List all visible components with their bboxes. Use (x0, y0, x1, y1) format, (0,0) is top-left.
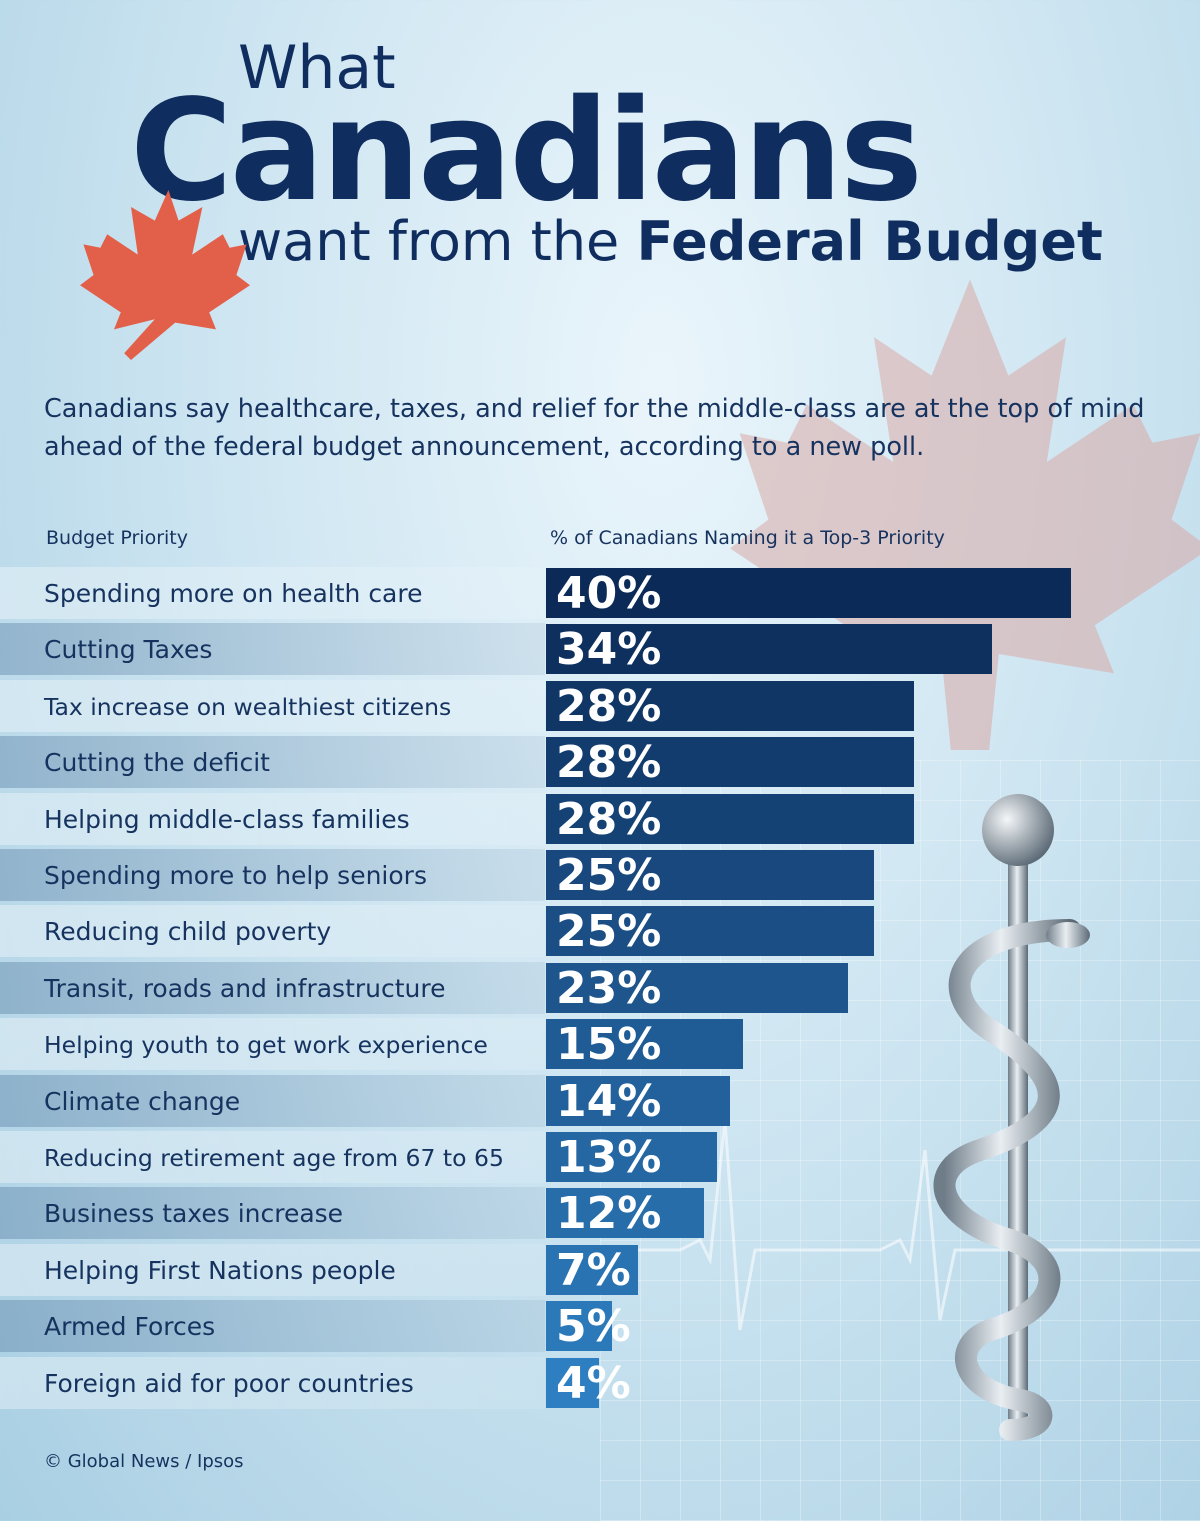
bar (546, 680, 914, 731)
row-background (0, 1187, 545, 1240)
row-background (0, 623, 545, 676)
row-background (0, 961, 545, 1014)
value-label: 25% (556, 906, 662, 958)
category-label: Foreign aid for poor countries (44, 1368, 414, 1398)
row-background (0, 1131, 545, 1183)
title-what: What (238, 33, 396, 103)
row-background (0, 792, 545, 845)
row-background (0, 1300, 545, 1353)
category-label: Transit, roads and infrastructure (44, 973, 446, 1003)
category-label: Helping youth to get work experience (44, 1031, 488, 1060)
bar (546, 962, 848, 1013)
rod-of-asclepius-icon (933, 794, 1090, 1441)
category-label: Reducing retirement age from 67 to 65 (44, 1144, 504, 1172)
title-federal-budget-bold: Federal Budget (636, 210, 1103, 273)
category-label: Cutting Taxes (44, 635, 213, 665)
value-label: 13% (556, 1132, 662, 1183)
row-background (0, 679, 545, 732)
title-want-prefix: want from the (238, 210, 637, 273)
bar (546, 850, 875, 900)
bar-row: Helping middle-class families 28% (0, 792, 1200, 845)
category-label: Armed Forces (44, 1312, 216, 1342)
category-label: Cutting the deficit (44, 748, 270, 778)
bar (546, 1357, 599, 1408)
bar (546, 906, 875, 957)
bar-row: Cutting Taxes 34% (0, 623, 1200, 676)
value-label: 4% (556, 1357, 631, 1409)
category-label: Spending more on health care (44, 579, 423, 608)
category-label: Helping middle-class families (44, 804, 410, 834)
maple-leaf-icon (80, 190, 250, 360)
bar-row: Transit, roads and infrastructure 23% (0, 961, 1200, 1014)
background-maple-leaf-icon (730, 279, 1200, 750)
category-label: Climate change (44, 1086, 241, 1116)
row-background (0, 1018, 545, 1071)
value-label: 14% (556, 1075, 662, 1127)
bar-row: Reducing child poverty 25% (0, 905, 1200, 958)
bar-row: Cutting the deficit 28% (0, 736, 1200, 789)
value-label: 25% (556, 850, 662, 901)
value-label: 23% (556, 962, 662, 1014)
bar (546, 793, 914, 844)
category-label: Business taxes increase (44, 1199, 344, 1229)
title-canadians: Canadians (130, 70, 923, 233)
bar (546, 1188, 704, 1239)
bar-row: Armed Forces 5% (0, 1300, 1200, 1353)
bar-row: Business taxes increase 12% (0, 1187, 1200, 1240)
bar-row: Spending more on health care 40% (0, 567, 1200, 619)
bar-row: Spending more to help seniors 25% (0, 849, 1200, 901)
bar (546, 1244, 638, 1295)
bar-row: Reducing retirement age from 67 to 65 13% (0, 1131, 1200, 1183)
category-label: Spending more to help seniors (44, 861, 427, 890)
subtitle: Canadians say healthcare, taxes, and rel… (44, 394, 1145, 462)
bar (546, 568, 1071, 618)
bar (546, 1075, 730, 1126)
bar (546, 1019, 743, 1070)
row-background (0, 849, 545, 901)
row-background (0, 567, 545, 619)
background-ecg-line-icon (560, 1119, 1200, 1331)
value-label: 5% (556, 1301, 631, 1353)
category-label: Tax increase on wealthiest citizens (44, 692, 452, 721)
bar (546, 1132, 717, 1182)
bar-row: Climate change 14% (0, 1074, 1200, 1127)
row-background (0, 736, 545, 789)
value-label: 28% (556, 737, 662, 789)
bar (546, 737, 914, 788)
bar-row: Tax increase on wealthiest citizens 28% (0, 679, 1200, 732)
category-label: Reducing child poverty (44, 917, 332, 947)
value-label: 12% (556, 1188, 662, 1240)
column-header-percent: % of Canadians Naming it a Top-3 Priorit… (550, 527, 945, 549)
column-header-priority: Budget Priority (46, 527, 188, 549)
row-background (0, 1074, 545, 1127)
bar-row: Helping First Nations people 7% (0, 1243, 1200, 1296)
category-label: Helping First Nations people (44, 1255, 396, 1285)
bar (546, 1301, 612, 1352)
value-label: 7% (556, 1244, 631, 1296)
value-label: 34% (556, 624, 662, 676)
source-credit: © Global News / Ipsos (44, 1451, 244, 1472)
bar-row: Helping youth to get work experience 15% (0, 1018, 1200, 1071)
value-label: 28% (556, 680, 662, 732)
bar (546, 624, 993, 675)
value-label: 28% (556, 793, 662, 845)
bar-row: Foreign aid for poor countries 4% (0, 1356, 1200, 1409)
title-federal-budget: want from the Federal Budget (238, 212, 1103, 271)
value-label: 40% (556, 568, 662, 619)
row-background (0, 1356, 545, 1409)
row-background (0, 905, 545, 958)
row-background (0, 1243, 545, 1296)
value-label: 15% (556, 1019, 662, 1071)
